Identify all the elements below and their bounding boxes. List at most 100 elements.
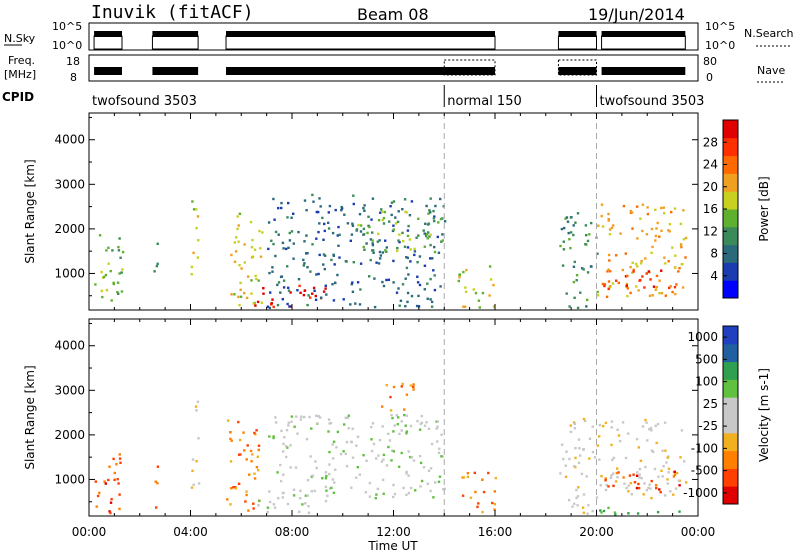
scatter-point [609, 476, 613, 479]
scatter-point [633, 481, 637, 484]
scatter-point [95, 505, 98, 508]
scatter-point [331, 443, 334, 446]
scatter-point [332, 491, 336, 494]
scatter-point [349, 303, 352, 306]
scatter-point [405, 256, 408, 259]
scatter-point [116, 281, 120, 284]
scatter-point [272, 242, 275, 246]
scatter-point [397, 416, 400, 419]
scatter-point [682, 238, 686, 241]
scatter-point [325, 489, 328, 492]
scatter-point [295, 415, 298, 418]
scatter-point [658, 292, 661, 295]
scatter-point [615, 471, 619, 475]
scatter-point [571, 505, 574, 508]
scatter-point [674, 254, 677, 257]
scatter-point [322, 238, 325, 241]
scatter-point [195, 409, 198, 412]
scatter-point [576, 504, 579, 507]
scatter-point [565, 216, 569, 219]
scatter-point [671, 246, 674, 249]
scatter-point [659, 491, 662, 494]
scatter-point [685, 481, 688, 484]
scatter-point [318, 197, 321, 200]
scatter-point [627, 512, 630, 515]
scatter-point [616, 428, 619, 431]
scatter-point [248, 473, 251, 476]
scatter-point [321, 477, 324, 480]
scatter-point [627, 484, 630, 487]
scatter-point [482, 490, 486, 494]
scatter-point [251, 255, 255, 258]
scatter-point [666, 478, 669, 481]
scatter-point [249, 449, 253, 453]
scatter-point [196, 400, 200, 403]
scatter-point [352, 194, 355, 197]
scatter-point [564, 217, 567, 220]
colorbar-swatch [723, 450, 738, 469]
scatter-point [310, 427, 313, 430]
nsky-frame [88, 22, 699, 51]
scatter-point [317, 230, 320, 234]
colorbar-tick-label: 500 [695, 352, 718, 366]
scatter-point [98, 234, 102, 237]
scatter-point [648, 483, 651, 486]
nsky-trace [152, 31, 199, 37]
scatter-point [239, 438, 242, 442]
scatter-point [624, 456, 628, 460]
scatter-point [322, 263, 325, 266]
plot-frame [88, 112, 699, 311]
scatter-point [654, 208, 657, 211]
scatter-point [271, 266, 274, 269]
scatter-point [257, 469, 260, 472]
scatter-point [118, 507, 121, 511]
scatter-point [429, 298, 432, 301]
scatter-point [252, 302, 255, 305]
scatter-point [328, 450, 331, 454]
scatter-point [98, 491, 101, 495]
scatter-point [680, 263, 683, 266]
x-tick-label: 12:00 [376, 525, 411, 539]
scatter-point [342, 298, 345, 301]
scatter-point [493, 508, 496, 511]
scatter-point [617, 434, 621, 437]
scatter-point [268, 500, 272, 504]
colorbar-swatch [723, 137, 738, 157]
scatter-point [611, 282, 615, 285]
scatter-point [356, 466, 359, 469]
scatter-point [429, 277, 432, 281]
scatter-point [568, 238, 571, 241]
colorbar-tick-label: 28 [703, 135, 718, 149]
scatter-point [323, 254, 327, 257]
beam-label: Beam 08 [357, 5, 429, 24]
scatter-point [340, 207, 344, 210]
x-tick-label: 04:00 [173, 525, 208, 539]
scatter-point [395, 414, 398, 417]
scatter-point [371, 231, 374, 234]
scatter-point [624, 252, 627, 255]
scatter-point [488, 294, 491, 297]
scatter-point [292, 488, 296, 491]
scatter-point [328, 472, 331, 476]
nsky-envelope [151, 35, 199, 50]
x-axis-title: Time UT [367, 539, 418, 553]
scatter-point [462, 476, 465, 479]
x-tick-label: 00:00 [681, 525, 716, 539]
scatter-point [395, 291, 399, 294]
freq-frame [88, 54, 699, 82]
scatter-point [118, 453, 121, 456]
scatter-point [476, 505, 479, 509]
scatter-point [276, 303, 280, 307]
y-tick-label: 2000 [54, 428, 85, 442]
scatter-point [477, 502, 480, 505]
scatter-point [311, 243, 314, 246]
scatter-point [299, 418, 303, 421]
scatter-point [637, 482, 640, 486]
scatter-point [257, 444, 261, 447]
scatter-point [233, 260, 237, 263]
scatter-point [347, 427, 350, 430]
scatter-point [401, 382, 404, 386]
scatter-point [324, 284, 327, 287]
scatter-point [381, 405, 384, 408]
scatter-point [311, 474, 315, 477]
